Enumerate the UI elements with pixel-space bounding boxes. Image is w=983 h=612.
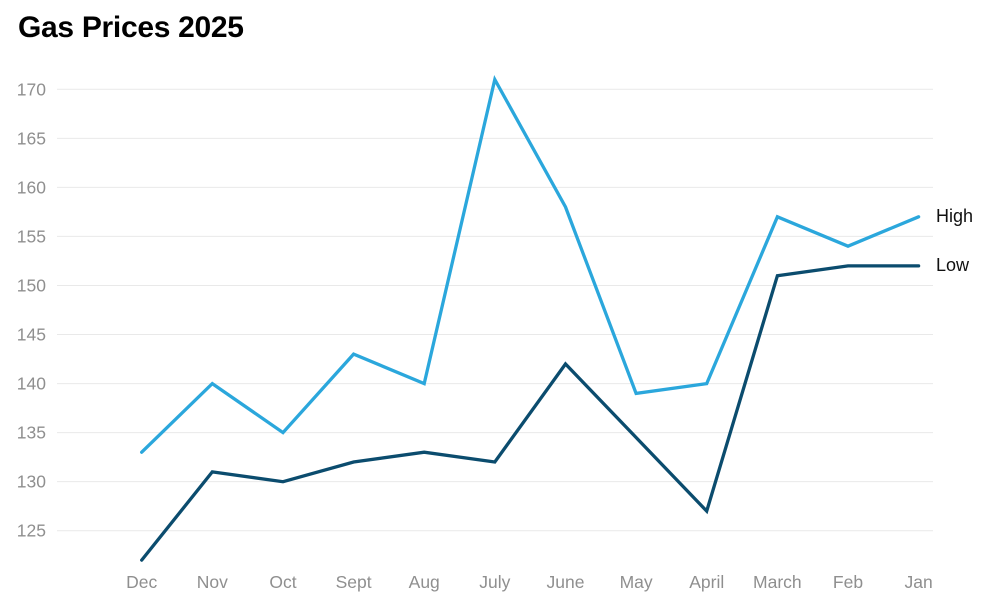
x-axis-label-july: July [479, 572, 510, 592]
series-label-low: Low [936, 255, 970, 276]
x-axis-label-june: June [547, 572, 585, 592]
series-label-high: High [936, 206, 974, 227]
x-axis-label-jan: Jan [905, 572, 933, 592]
y-tick-label-145: 145 [17, 325, 46, 345]
y-tick-label-155: 155 [17, 226, 46, 246]
y-tick-label-130: 130 [17, 472, 46, 492]
y-tick-label-135: 135 [17, 423, 46, 443]
x-axis-label-feb: Feb [833, 572, 863, 592]
x-axis-label-dec: Dec [126, 572, 157, 592]
y-tick-label-125: 125 [17, 521, 46, 541]
y-tick-label-150: 150 [17, 275, 46, 295]
x-axis-label-sept: Sept [336, 572, 372, 592]
x-axis-label-march: March [753, 572, 802, 592]
series-line-high [140, 74, 921, 454]
chart-title: Gas Prices 2025 [18, 11, 244, 44]
x-axis-label-april: April [689, 572, 724, 592]
y-tick-label-140: 140 [17, 374, 46, 394]
y-tick-label-165: 165 [17, 128, 46, 148]
x-axis-label-aug: Aug [409, 572, 440, 592]
y-tick-label-160: 160 [17, 177, 46, 197]
x-axis-label-may: May [620, 572, 653, 592]
x-axis-label-oct: Oct [269, 572, 296, 592]
x-axis-label-nov: Nov [197, 572, 228, 592]
y-tick-label-170: 170 [17, 79, 46, 99]
series-line-low [140, 264, 921, 562]
